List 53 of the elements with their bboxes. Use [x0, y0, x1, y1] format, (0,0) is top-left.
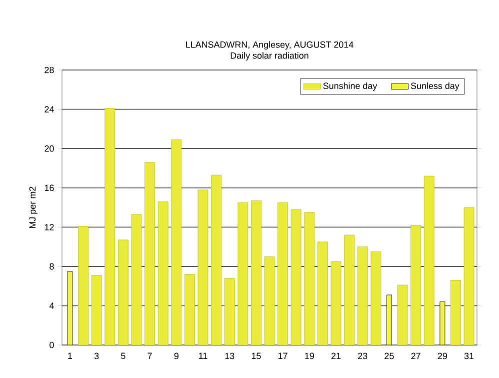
bar: [144, 162, 155, 345]
bar: [184, 274, 195, 345]
x-tick-label: 3: [94, 352, 99, 360]
bar: [251, 200, 262, 345]
bar: [104, 108, 116, 345]
x-tick-label: 13: [225, 352, 234, 360]
x-tick-label: 27: [411, 352, 420, 360]
x-tick-label: 23: [358, 352, 368, 360]
x-tick-label: 11: [199, 352, 208, 359]
bar: [198, 190, 208, 345]
y-tick-label: 8: [50, 263, 54, 270]
bar: [158, 201, 168, 345]
legend-label: Sunless day: [410, 82, 460, 91]
x-tick-label: 5: [121, 352, 126, 360]
bar: [238, 202, 248, 345]
bar: [78, 226, 88, 345]
bar: [171, 140, 182, 345]
bar: [344, 234, 355, 345]
y-tick-label: 12: [44, 224, 54, 230]
chart-title: LLANSADWRN, Anglesey, AUGUST 2014: [186, 41, 354, 50]
x-tick-label: 19: [305, 352, 314, 360]
bar: [370, 251, 382, 345]
bar: [211, 174, 222, 345]
bar: [131, 214, 142, 345]
x-tick-label: 1: [68, 352, 72, 359]
legend-label: Sunshine day: [323, 82, 378, 91]
bar: [278, 202, 288, 345]
x-tick-label: 21: [331, 352, 341, 360]
y-tick-label: 20: [44, 145, 54, 152]
bar: [318, 242, 328, 345]
x-tick-label: 9: [174, 352, 178, 360]
bar: [357, 246, 368, 345]
x-tick-label: 15: [252, 352, 261, 360]
bar: [118, 240, 128, 345]
bar: [410, 224, 422, 345]
y-tick-label: 0: [50, 342, 54, 348]
chart-subtitle: Daily solar radiation: [230, 52, 308, 60]
x-tick-label: 29: [438, 352, 447, 360]
y-axis-title: MJ per m2: [29, 186, 38, 228]
bar: [450, 280, 461, 345]
bar: [304, 212, 315, 345]
bar: [224, 278, 235, 345]
bar: [91, 275, 102, 345]
y-tick-label: 28: [44, 66, 54, 74]
bar: [424, 176, 434, 345]
x-tick-label: 17: [278, 352, 288, 359]
y-tick-label: 16: [44, 184, 54, 192]
y-tick-label: 24: [44, 106, 54, 112]
x-tick-label: 31: [464, 352, 474, 360]
x-tick-label: 7: [148, 352, 152, 359]
y-tick-label: 4: [49, 302, 54, 309]
bar: [290, 209, 302, 345]
x-tick-label: 25: [384, 352, 394, 360]
